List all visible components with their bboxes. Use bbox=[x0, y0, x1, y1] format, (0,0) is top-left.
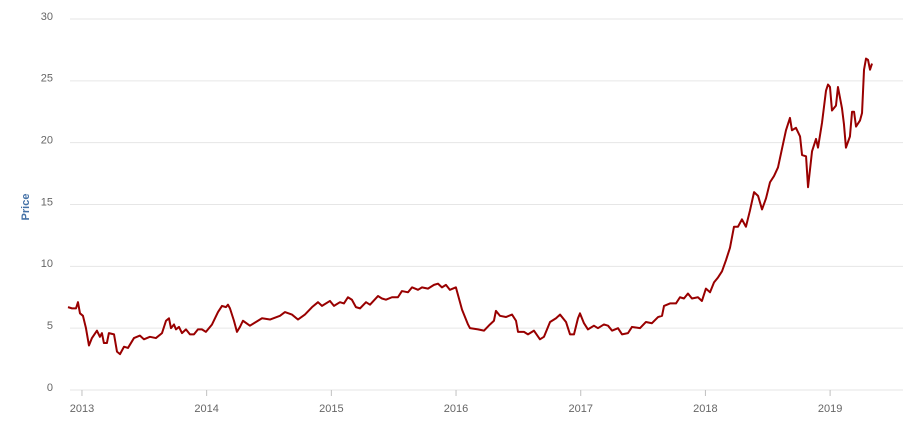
y-axis-label: Price bbox=[20, 194, 32, 221]
y-tick-label: 15 bbox=[41, 196, 53, 208]
x-tick-label: 2013 bbox=[70, 403, 94, 415]
x-tick-label: 2015 bbox=[319, 403, 343, 415]
x-tick-label: 2016 bbox=[444, 403, 468, 415]
y-tick-label: 20 bbox=[41, 135, 53, 147]
y-tick-label: 5 bbox=[47, 320, 53, 332]
y-tick-label: 30 bbox=[41, 11, 53, 23]
y-tick-label: 0 bbox=[47, 382, 53, 394]
y-tick-label: 10 bbox=[41, 258, 53, 270]
x-tick-label: 2019 bbox=[818, 403, 842, 415]
y-tick-label: 25 bbox=[41, 73, 53, 85]
price-line bbox=[67, 57, 873, 356]
x-tick-label: 2014 bbox=[194, 403, 218, 415]
x-tick-label: 2018 bbox=[693, 403, 717, 415]
x-tick-label: 2017 bbox=[568, 403, 592, 415]
